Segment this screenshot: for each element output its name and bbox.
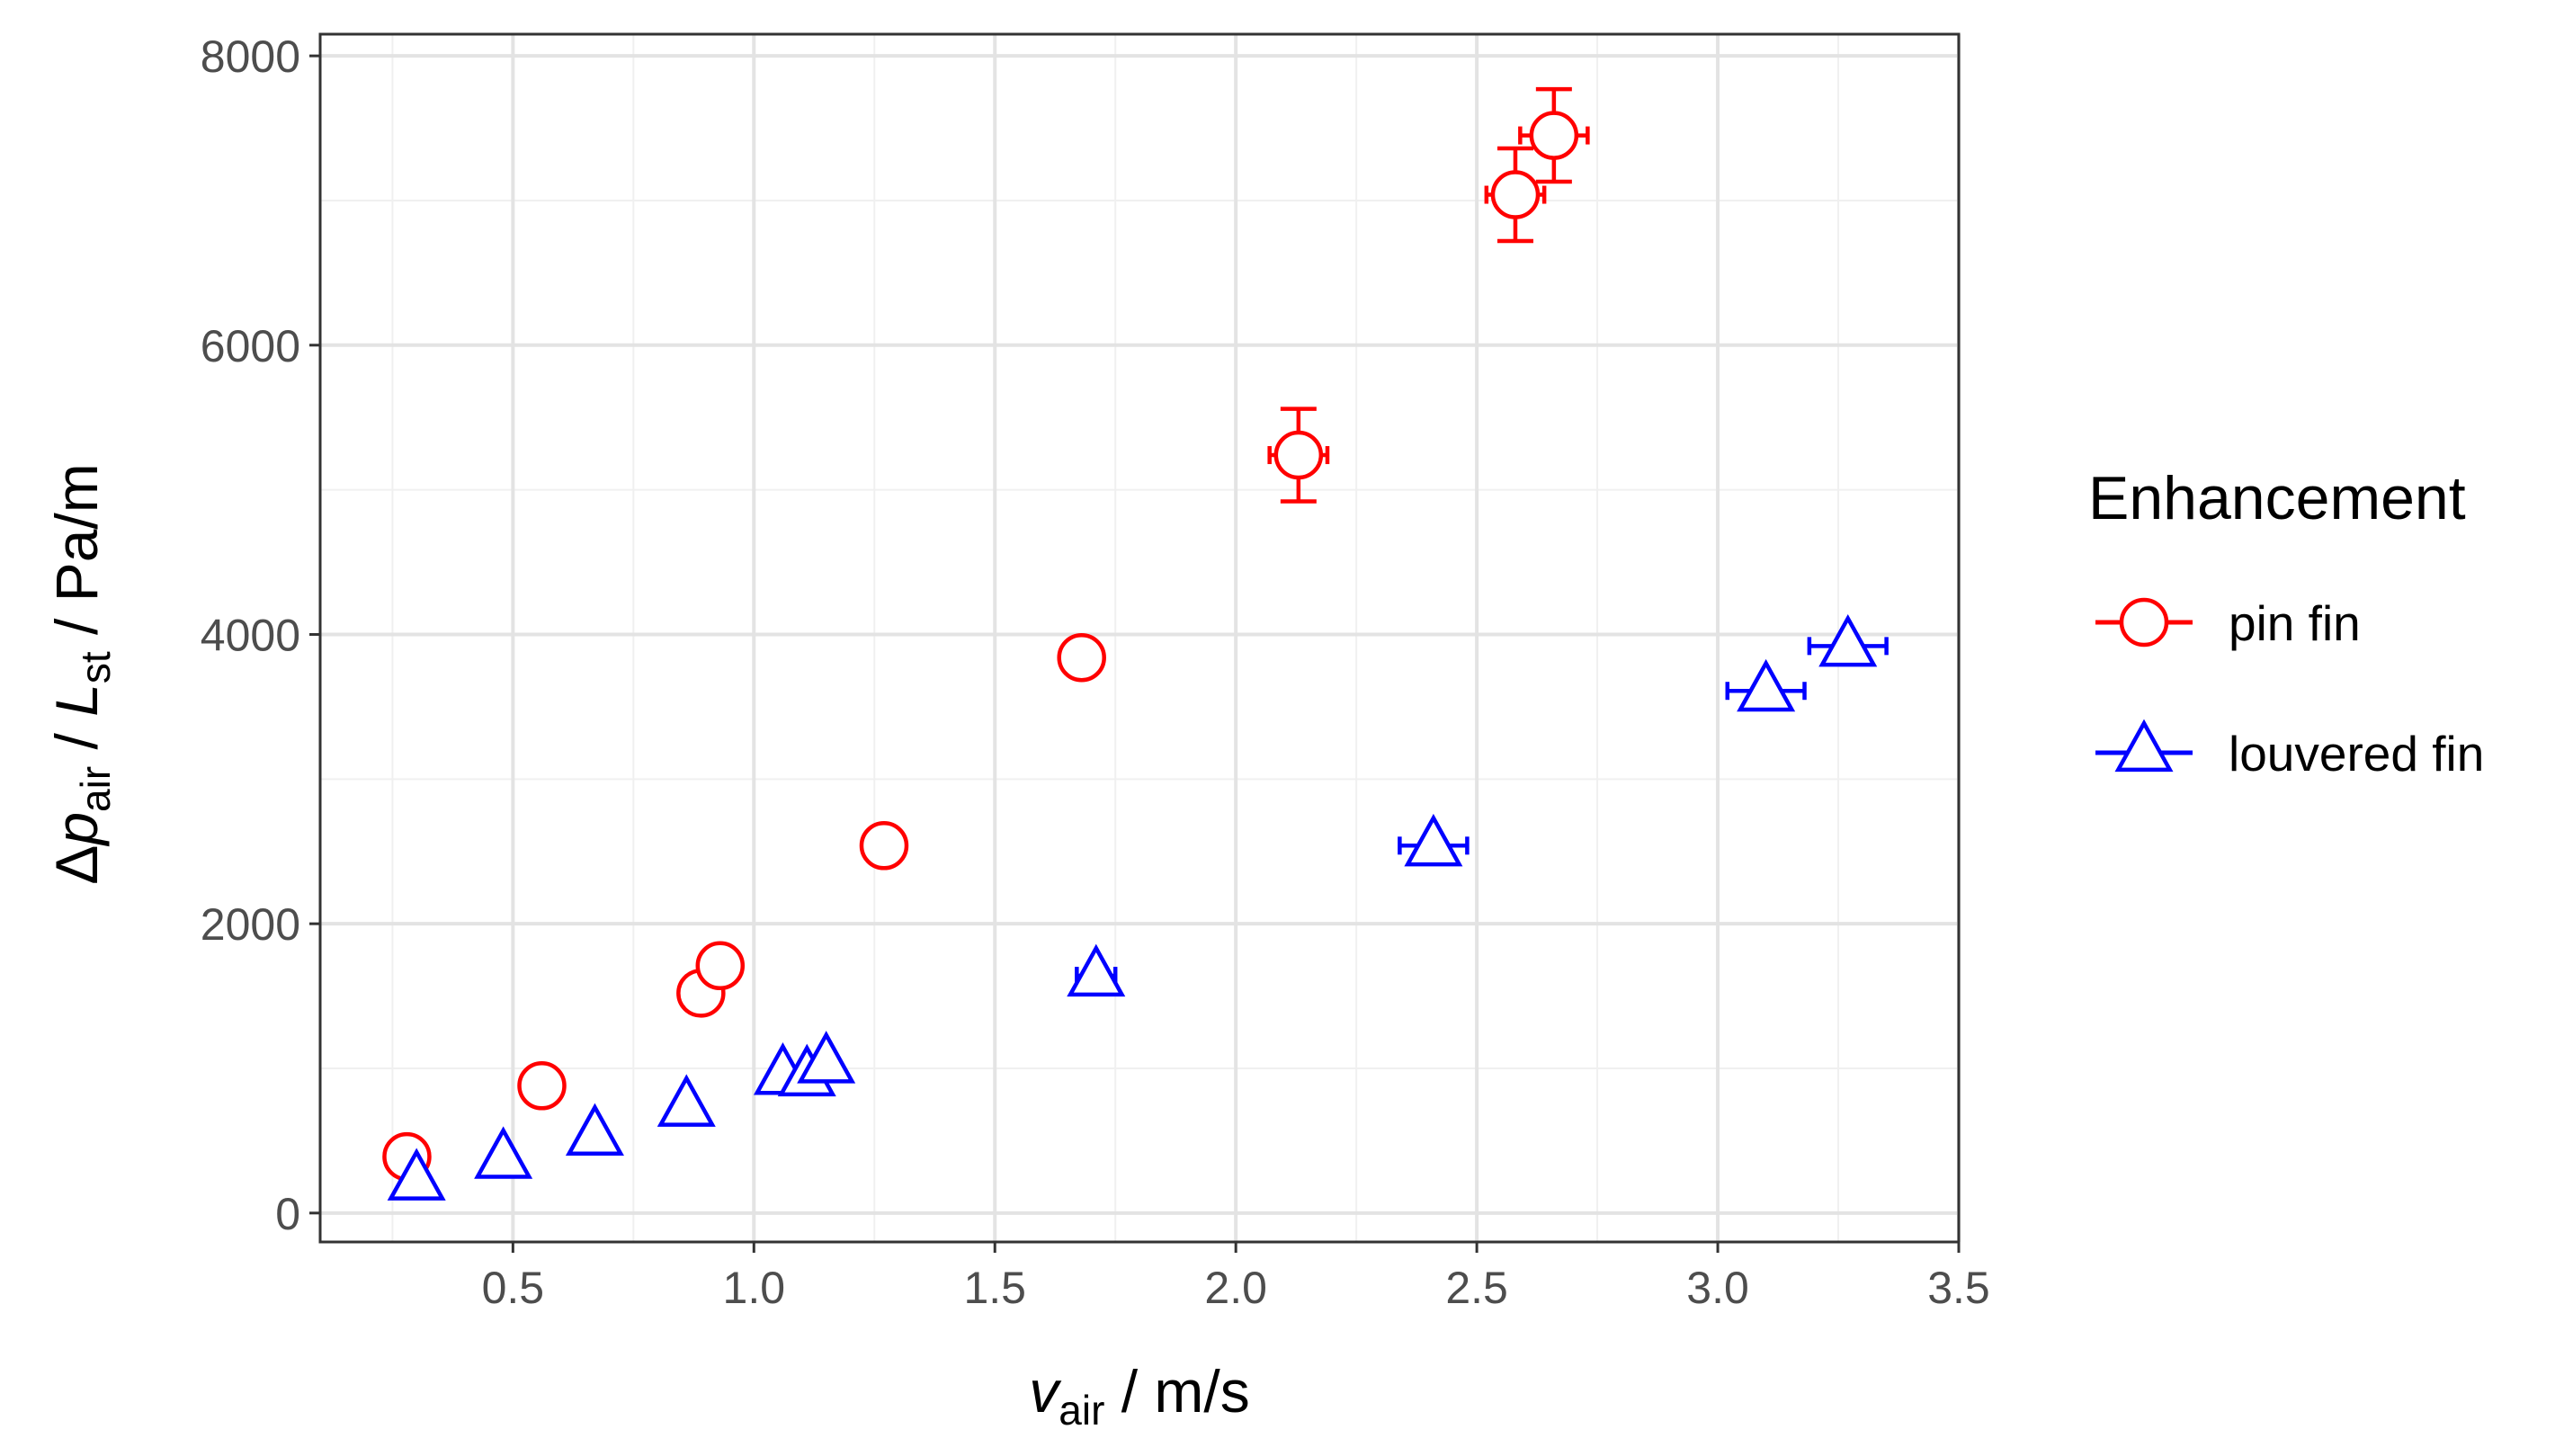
series-louvered-fin [387, 613, 1889, 1201]
legend-keys: pin fin louvered fin [2095, 595, 2484, 782]
x-tick-label: 0.5 [482, 1263, 545, 1313]
y-tick-label: 2000 [201, 899, 300, 950]
x-tick-label: 3.0 [1686, 1263, 1749, 1313]
y-axis: 0 2000 4000 6000 8000 [201, 31, 320, 1239]
x-tick-label: 3.5 [1927, 1263, 1990, 1313]
x-tick-label: 2.5 [1445, 1263, 1508, 1313]
x-tick-label: 1.5 [963, 1263, 1026, 1313]
legend: Enhancement pin fin louvered fin [2088, 464, 2484, 782]
y-tick-label: 8000 [201, 31, 300, 82]
y-axis-l-symbol: L [43, 683, 110, 717]
x-axis-unit: / m/s [1104, 1358, 1249, 1425]
grid-minor [320, 34, 1959, 1242]
data-point [565, 1103, 624, 1157]
data-point [1404, 813, 1463, 867]
data-point [1818, 613, 1878, 667]
legend-key-louvered-fin: louvered fin [2095, 719, 2484, 782]
data-point [859, 821, 909, 871]
y-axis-p-subscript: air [72, 766, 119, 812]
data-point [1057, 632, 1106, 683]
legend-title: Enhancement [2088, 464, 2466, 532]
y-axis-unit: / Pa/m [43, 463, 110, 651]
data-layer [382, 86, 1889, 1201]
y-tick-label: 0 [275, 1189, 300, 1239]
y-axis-p-symbol: p [43, 812, 110, 847]
data-point [657, 1074, 716, 1127]
x-tick-label: 2.0 [1204, 1263, 1267, 1313]
data-point [1490, 170, 1541, 219]
legend-label: louvered fin [2229, 726, 2484, 782]
data-point [1737, 658, 1796, 712]
legend-key-pin-fin: pin fin [2095, 595, 2361, 651]
panel-border [318, 32, 1961, 1244]
y-axis-l-subscript: st [72, 651, 119, 683]
data-point [695, 941, 746, 991]
data-point [517, 1061, 567, 1111]
x-axis-title: vair / m/s [1029, 1358, 1249, 1434]
x-tick-label: 1.0 [723, 1263, 786, 1313]
y-tick-label: 4000 [201, 610, 300, 660]
legend-marker [2119, 597, 2169, 648]
plot-panel [318, 32, 1961, 1244]
data-point [474, 1126, 533, 1179]
legend-label: pin fin [2229, 595, 2361, 651]
x-axis: 0.5 1.0 1.5 2.0 2.5 3.0 3.5 [482, 1242, 1990, 1313]
y-axis-title: Δpair / Lst / Pa/m [43, 463, 119, 885]
legend-marker [2114, 719, 2174, 773]
data-point [1067, 943, 1126, 997]
data-point [1273, 430, 1324, 480]
y-axis-separator: / [43, 717, 110, 766]
y-tick-label: 6000 [201, 321, 300, 371]
data-point [797, 1031, 856, 1084]
x-axis-subscript: air [1059, 1387, 1104, 1434]
x-axis-symbol: v [1029, 1358, 1062, 1425]
data-point [1529, 111, 1579, 160]
y-axis-delta: Δ [43, 845, 110, 885]
data-point [387, 1148, 446, 1201]
